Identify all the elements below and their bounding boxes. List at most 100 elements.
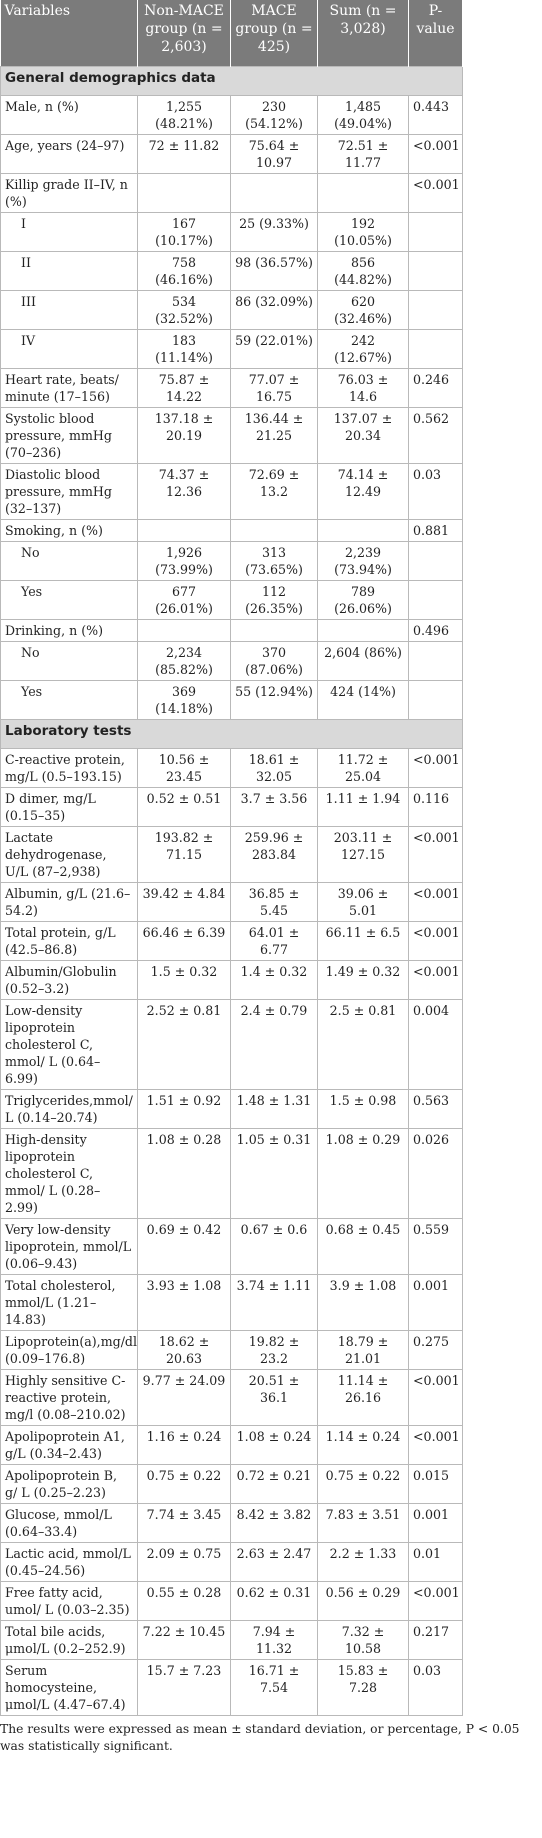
p-value-cell: <0.001 [408, 882, 463, 922]
sum-value-cell: 39.06 ± 5.01 [317, 882, 409, 922]
variable-cell: No [0, 641, 138, 681]
p-value-cell [408, 580, 463, 620]
variable-cell: Yes [0, 580, 138, 620]
mace-value-cell: 7.94 ± 11.32 [230, 1620, 318, 1660]
variable-cell: I [0, 212, 138, 252]
sum-value-cell: 11.72 ± 25.04 [317, 748, 409, 788]
mace-value-cell [230, 519, 318, 542]
section-title: General demographics data [0, 66, 463, 96]
sum-value-cell: 137.07 ± 20.34 [317, 407, 409, 464]
mace-value-cell: 20.51 ± 36.1 [230, 1369, 318, 1426]
non-mace-value-cell: 1.16 ± 0.24 [137, 1425, 231, 1465]
table-row: High-density lipoprotein cholesterol C, … [0, 1128, 463, 1219]
p-value-cell: 0.217 [408, 1620, 463, 1660]
non-mace-value-cell: 66.46 ± 6.39 [137, 921, 231, 961]
sum-value-cell: 242 (12.67%) [317, 329, 409, 369]
non-mace-value-cell: 39.42 ± 4.84 [137, 882, 231, 922]
header-variables: Variables [0, 0, 138, 67]
non-mace-value-cell: 72 ± 11.82 [137, 134, 231, 174]
variable-cell: Albumin, g/L (21.6–54.2) [0, 882, 138, 922]
table-row: Drinking, n (%) 0.496 [0, 619, 463, 642]
p-value-cell: 0.562 [408, 407, 463, 464]
non-mace-value-cell: 369 (14.18%) [137, 680, 231, 720]
sum-value-cell: 2,239 (73.94%) [317, 541, 409, 581]
sum-value-cell: 1.5 ± 0.98 [317, 1089, 409, 1129]
sum-value-cell: 1.49 ± 0.32 [317, 960, 409, 1000]
p-value-cell: 0.001 [408, 1274, 463, 1331]
variable-cell: Very low-density lipoprotein, mmol/L (0.… [0, 1218, 138, 1275]
variable-cell: III [0, 290, 138, 330]
table-row: Total protein, g/L (42.5–86.8) 66.46 ± 6.… [0, 921, 463, 961]
sum-value-cell: 72.51 ± 11.77 [317, 134, 409, 174]
mace-value-cell: 2.63 ± 2.47 [230, 1542, 318, 1582]
sum-value-cell: 2,604 (86%) [317, 641, 409, 681]
non-mace-value-cell: 137.18 ± 20.19 [137, 407, 231, 464]
non-mace-value-cell: 0.52 ± 0.51 [137, 787, 231, 827]
variable-cell: Apolipoprotein B, g/ L (0.25–2.23) [0, 1464, 138, 1504]
table-row: No 2,234 (85.82%) 370 (87.06%) 2,604 (86%) [0, 641, 463, 681]
table-row: Total cholesterol, mmol/L (1.21–14.83) 3.… [0, 1274, 463, 1331]
non-mace-value-cell: 3.93 ± 1.08 [137, 1274, 231, 1331]
variable-cell: Glucose, mmol/L (0.64–33.4) [0, 1503, 138, 1543]
non-mace-value-cell: 677 (26.01%) [137, 580, 231, 620]
non-mace-value-cell: 2.52 ± 0.81 [137, 999, 231, 1090]
section-header-row: Laboratory tests [0, 719, 463, 749]
p-value-cell: <0.001 [408, 1581, 463, 1621]
sum-value-cell: 0.75 ± 0.22 [317, 1464, 409, 1504]
mace-value-cell: 55 (12.94%) [230, 680, 318, 720]
non-mace-value-cell: 1.51 ± 0.92 [137, 1089, 231, 1129]
variable-cell: Heart rate, beats/ minute (17–156) [0, 368, 138, 408]
mace-value-cell: 0.72 ± 0.21 [230, 1464, 318, 1504]
p-value-cell: 0.026 [408, 1128, 463, 1219]
sum-value-cell: 7.83 ± 3.51 [317, 1503, 409, 1543]
sum-value-cell: 76.03 ± 14.6 [317, 368, 409, 408]
table-row: Lactic acid, mmol/L (0.45–24.56) 2.09 ± 0… [0, 1542, 463, 1582]
p-value-cell: 0.015 [408, 1464, 463, 1504]
sum-value-cell: 192 (10.05%) [317, 212, 409, 252]
variable-cell: High-density lipoprotein cholesterol C, … [0, 1128, 138, 1219]
variable-cell: Diastolic blood pressure, mmHg (32–137) [0, 463, 138, 520]
sum-value-cell: 66.11 ± 6.5 [317, 921, 409, 961]
mace-value-cell: 3.74 ± 1.11 [230, 1274, 318, 1331]
table-header-row: Variables Non-MACE group (n = 2,603) MAC… [0, 0, 463, 67]
table-row: Free fatty acid, umol/ L (0.03–2.35) 0.55… [0, 1581, 463, 1621]
p-value-cell: 0.001 [408, 1503, 463, 1543]
p-value-cell: 0.246 [408, 368, 463, 408]
variable-cell: No [0, 541, 138, 581]
p-value-cell: <0.001 [408, 921, 463, 961]
p-value-cell: 0.275 [408, 1330, 463, 1370]
table-row: Very low-density lipoprotein, mmol/L (0.… [0, 1218, 463, 1275]
mace-value-cell: 230 (54.12%) [230, 95, 318, 135]
sum-value-cell: 203.11 ± 127.15 [317, 826, 409, 883]
variable-cell: Apolipoprotein A1, g/L (0.34–2.43) [0, 1425, 138, 1465]
sum-value-cell [317, 619, 409, 642]
table-row: C-reactive protein, mg/L (0.5–193.15) 10.… [0, 748, 463, 788]
table-row: IV 183 (11.14%) 59 (22.01%) 242 (12.67%) [0, 329, 463, 369]
table-row: Yes 369 (14.18%) 55 (12.94%) 424 (14%) [0, 680, 463, 720]
table-row: Triglycerides,mmol/ L (0.14–20.74) 1.51 ±… [0, 1089, 463, 1129]
sum-value-cell: 15.83 ± 7.28 [317, 1659, 409, 1716]
p-value-cell [408, 290, 463, 330]
variable-cell: Systolic blood pressure, mmHg (70–236) [0, 407, 138, 464]
non-mace-value-cell: 1.5 ± 0.32 [137, 960, 231, 1000]
mace-value-cell: 3.7 ± 3.56 [230, 787, 318, 827]
table-row: II 758 (46.16%) 98 (36.57%) 856 (44.82%) [0, 251, 463, 291]
mace-value-cell: 1.4 ± 0.32 [230, 960, 318, 1000]
variable-cell: Drinking, n (%) [0, 619, 138, 642]
sum-value-cell: 2.5 ± 0.81 [317, 999, 409, 1090]
mace-value-cell: 1.08 ± 0.24 [230, 1425, 318, 1465]
table-row: Glucose, mmol/L (0.64–33.4) 7.74 ± 3.45 8.… [0, 1503, 463, 1543]
table-row: Male, n (%) 1,255 (48.21%) 230 (54.12%) 1,4… [0, 95, 463, 135]
sum-value-cell: 2.2 ± 1.33 [317, 1542, 409, 1582]
p-value-cell [408, 541, 463, 581]
non-mace-value-cell: 1,255 (48.21%) [137, 95, 231, 135]
p-value-cell: <0.001 [408, 1425, 463, 1465]
mace-value-cell: 59 (22.01%) [230, 329, 318, 369]
non-mace-value-cell: 7.74 ± 3.45 [137, 1503, 231, 1543]
variable-cell: Smoking, n (%) [0, 519, 138, 542]
p-value-cell [408, 680, 463, 720]
variable-cell: Age, years (24–97) [0, 134, 138, 174]
table-row: Highly sensitive C-reactive protein, mg/… [0, 1369, 463, 1426]
variable-cell: Yes [0, 680, 138, 720]
table-row: Low-density lipoprotein cholesterol C, m… [0, 999, 463, 1090]
